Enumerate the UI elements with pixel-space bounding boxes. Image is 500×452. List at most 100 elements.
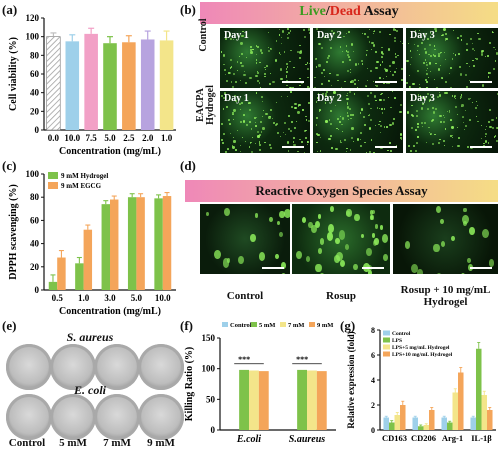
petri-saureus-5mm (50, 344, 96, 390)
bar (101, 204, 110, 290)
scale-bar (375, 146, 397, 148)
panel-label-d: (d) (180, 158, 196, 173)
bar (412, 417, 418, 430)
bar (452, 392, 459, 430)
legend-swatch (280, 322, 286, 327)
dots (313, 28, 403, 88)
bar (65, 41, 80, 131)
y-tick-label: 80 (30, 50, 40, 60)
bar (400, 405, 406, 430)
x-tick-label: 0.0 (48, 133, 60, 143)
chart-f: 0 50 100 150 Killing Ratio (%) *** E.coli *** S.… (184, 322, 336, 445)
panel-label-e: (e) (2, 318, 17, 333)
petri-ecoli-control (6, 394, 52, 440)
bar (136, 197, 145, 290)
x-tick-label: 0.5 (52, 293, 64, 303)
day-label: Day 3 (410, 93, 435, 104)
legend-label: LPS+10 mg/mL Hydrogel (392, 352, 453, 358)
day-label: Day 3 (410, 30, 435, 41)
panel-label-b: (b) (180, 2, 196, 17)
legend-swatch (309, 322, 315, 327)
chart-c: 0 20 40 60 80 100 DPPH scavenging (%) 0.5 1.0 3.0… (8, 169, 176, 317)
micro-control-day3: Day 3 (406, 28, 498, 88)
petri-saureus-7mm (94, 344, 140, 390)
x-tick-label: 2.0 (142, 133, 154, 143)
y-axis-label: Relative expression (fold) (346, 331, 356, 428)
bar (75, 263, 84, 290)
bar (159, 40, 174, 130)
ros-label-rosup: Rosup (326, 290, 356, 302)
bar (394, 415, 401, 430)
micro-ros-control (200, 204, 290, 274)
y-tick-label: 2 (371, 401, 375, 410)
bar (154, 198, 163, 290)
bar (475, 348, 482, 430)
y-tick-label: 100 (26, 32, 40, 42)
title-live: Live (299, 4, 326, 19)
bar (122, 42, 136, 131)
x-tick-label: E.coli (236, 434, 261, 445)
row-label-hydrogel: EACPA Hydrogel (195, 85, 216, 125)
live-dead-title: Live/Dead Assay (200, 4, 498, 20)
legend-label: Control (392, 331, 411, 337)
ros-label-control: Control (226, 290, 264, 302)
legend-label: 9 mM (317, 322, 333, 329)
y-axis-label: Killing Ratio (%) (184, 347, 195, 421)
y-tick-label: 0 (35, 125, 40, 135)
y-tick-label: 6 (371, 351, 375, 360)
x-axis-label: Concentration (mg/mL) (59, 306, 161, 317)
bar (110, 199, 119, 290)
bar (84, 33, 98, 130)
y-tick-label: 40 (30, 239, 40, 249)
x-tick-label: 1.0 (161, 133, 173, 143)
bar (470, 417, 476, 430)
y-tick-label: 100 (26, 169, 40, 179)
day-label: Day 2 (317, 93, 342, 104)
ros-title: Reactive Oxygen Species Assay (255, 183, 428, 198)
bar (103, 43, 117, 131)
panel-label-a: (a) (2, 2, 18, 17)
scale-bar (362, 267, 384, 269)
legend-swatch (383, 351, 390, 357)
petri-label-7mm: 7 mM (103, 437, 131, 449)
dots (220, 91, 310, 153)
scale-bar (282, 146, 304, 148)
bar (48, 281, 58, 290)
dots (220, 28, 310, 88)
x-tick-label: 7.5 (86, 133, 98, 143)
bar (239, 369, 249, 430)
micro-ros-rosup (292, 204, 390, 274)
legend-swatch (383, 337, 390, 343)
title-sep: / (325, 4, 330, 19)
bar (162, 196, 172, 290)
y-tick-label: 40 (30, 88, 40, 98)
title-dead: Dead (329, 4, 361, 19)
x-tick-label: S.aureus (289, 434, 326, 445)
legend-label: 9 mM EGCG (61, 182, 102, 190)
y-tick-label: 0 (211, 425, 216, 435)
panel-label-g: (g) (340, 318, 356, 333)
bar (316, 371, 327, 430)
y-tick-label: 80 (30, 192, 40, 202)
x-tick-label: Arg-1 (442, 433, 463, 443)
scale-bar (470, 267, 492, 269)
micro-hydrogel-day2: Day 2 (313, 91, 403, 153)
legend-swatch (48, 172, 58, 179)
sig-label: *** (296, 355, 308, 364)
bar (417, 426, 424, 430)
ros-banner: Reactive Oxygen Species Assay (185, 180, 498, 202)
y-tick-label: 120 (26, 13, 40, 23)
x-tick-label: 5.0 (131, 293, 143, 303)
y-tick-label: 0 (35, 285, 40, 295)
chart-g: 0 2 4 6 8 Relative expression (fold) CD163 CD20… (346, 326, 496, 443)
legend-swatch (222, 322, 228, 327)
sig-label: *** (238, 355, 250, 364)
y-tick-label: 50 (206, 394, 216, 404)
ros-label-hydrogel: Rosup + 10 mg/mL Hydrogel (400, 284, 491, 308)
panel-label-c: (c) (2, 158, 17, 173)
y-tick-label: 4 (371, 376, 375, 385)
y-tick-label: 100 (202, 364, 216, 374)
panel-label-f: (f) (180, 318, 193, 333)
day-label: Day 1 (224, 93, 249, 104)
y-tick-label: 0 (371, 426, 375, 435)
